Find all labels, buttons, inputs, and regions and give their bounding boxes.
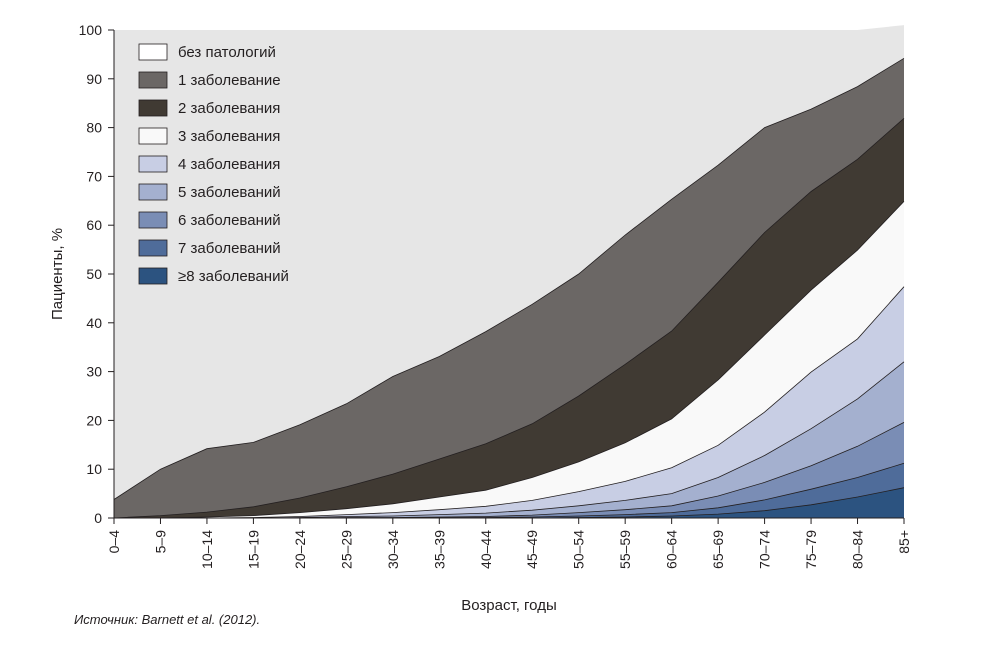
x-tick-label: 35–39 xyxy=(431,530,447,569)
y-tick-label: 10 xyxy=(86,461,102,477)
legend-swatch xyxy=(138,155,168,173)
x-tick-label: 30–34 xyxy=(385,530,401,569)
legend-swatch xyxy=(138,127,168,145)
x-tick-label: 70–74 xyxy=(757,530,773,569)
legend-swatch xyxy=(138,267,168,285)
x-tick-label: 5–9 xyxy=(153,530,169,554)
legend-swatch xyxy=(138,183,168,201)
y-tick-label: 80 xyxy=(86,120,102,136)
y-ticks-group: 0 10 20 30 40 50 60 70 80 90 100 xyxy=(79,22,114,526)
y-tick-label: 70 xyxy=(86,168,102,184)
x-axis-title: Возраст, годы xyxy=(461,597,556,614)
y-axis-title: Пациенты, % xyxy=(49,228,66,320)
legend-swatch xyxy=(138,43,168,61)
legend-label: 2 заболевания xyxy=(178,100,280,117)
series-boundary-line-8 xyxy=(113,57,905,500)
area-series-1 xyxy=(114,487,904,518)
legend-label: 4 заболевания xyxy=(178,156,280,173)
y-tick-label: 0 xyxy=(94,510,102,526)
x-tick-label: 40–44 xyxy=(478,530,494,569)
area-series-9 xyxy=(114,25,904,500)
x-tick-label: 80–84 xyxy=(850,530,866,569)
area-series-group xyxy=(113,25,905,519)
x-tick-label: 15–19 xyxy=(245,530,261,569)
x-tick-label: 65–69 xyxy=(710,530,726,569)
x-tick-label: 0–4 xyxy=(106,530,122,554)
series-boundary-line-6 xyxy=(114,201,905,519)
area-series-8 xyxy=(114,58,904,519)
area-series-7 xyxy=(114,118,904,519)
x-tick-label: 75–79 xyxy=(803,530,819,569)
y-tick-label: 60 xyxy=(86,217,102,233)
x-tick-label: 60–64 xyxy=(664,530,680,569)
x-tick-label: 85+ xyxy=(896,530,912,554)
x-tick-label: 25–29 xyxy=(338,530,354,569)
legend-label: 1 заболевание xyxy=(178,72,281,89)
x-ticks-group: 0–4 5–9 10–14 15–19 20–24 25–29 30–34 35–39 40–4… xyxy=(106,518,912,569)
x-tick-label: 50–54 xyxy=(571,530,587,569)
x-tick-label: 10–14 xyxy=(199,530,215,569)
legend-label: 7 заболеваний xyxy=(178,240,281,257)
y-tick-label: 90 xyxy=(86,71,102,87)
legend-swatch xyxy=(138,211,168,229)
legend-label: 5 заболеваний xyxy=(178,184,281,201)
legend-swatch xyxy=(138,71,168,89)
area-series-6 xyxy=(114,201,904,519)
legend: без патологий 1 заболевание 2 заболевания 3… xyxy=(138,43,289,285)
y-tick-label: 50 xyxy=(86,266,102,282)
legend-swatch xyxy=(138,239,168,257)
legend-label: ≥8 заболеваний xyxy=(178,268,289,285)
y-tick-label: 20 xyxy=(86,412,102,428)
source-note: Источник: Barnett et al. (2012). xyxy=(74,612,261,627)
x-tick-label: 20–24 xyxy=(292,530,308,569)
legend-label: 3 заболевания xyxy=(178,128,280,145)
legend-label: без патологий xyxy=(178,44,276,61)
x-tick-label: 45–49 xyxy=(524,530,540,569)
area-series-5 xyxy=(114,286,904,518)
y-tick-label: 100 xyxy=(79,22,103,38)
x-tick-label: 55–59 xyxy=(617,530,633,569)
series-boundary-line-7 xyxy=(113,117,905,519)
legend-label: 6 заболеваний xyxy=(178,212,281,229)
y-tick-label: 40 xyxy=(86,315,102,331)
legend-swatch xyxy=(138,99,168,117)
y-tick-label: 30 xyxy=(86,364,102,380)
